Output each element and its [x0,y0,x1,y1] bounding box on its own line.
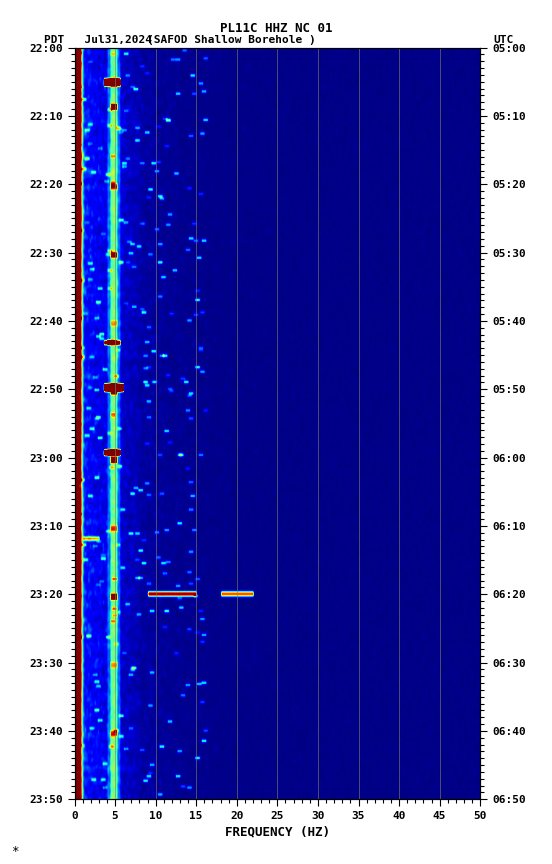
Text: PL11C HHZ NC 01: PL11C HHZ NC 01 [220,22,332,35]
Text: PDT   Jul31,2024: PDT Jul31,2024 [44,35,152,45]
X-axis label: FREQUENCY (HZ): FREQUENCY (HZ) [225,825,330,838]
Text: *: * [11,845,19,858]
Text: UTC: UTC [493,35,513,45]
Text: (SAFOD Shallow Borehole ): (SAFOD Shallow Borehole ) [147,35,316,45]
